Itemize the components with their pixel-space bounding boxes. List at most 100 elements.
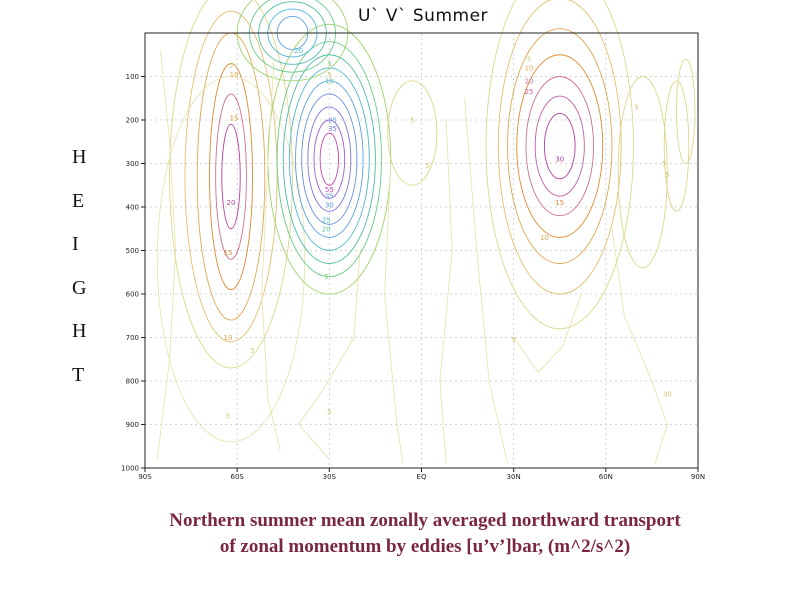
- contour-label: 10: [223, 334, 232, 342]
- contour-line: [525, 76, 594, 217]
- contour-label: 5: [410, 117, 414, 125]
- y-tick-label: 600: [126, 291, 139, 299]
- y-letter: T: [72, 364, 85, 386]
- contour-label: 10: [525, 64, 534, 72]
- y-tick-label: 500: [126, 247, 139, 255]
- contour-line: [313, 119, 346, 199]
- contour-label: 15: [555, 199, 564, 207]
- contour-label: 30: [555, 156, 564, 164]
- contour-line: [307, 106, 352, 212]
- contour-line: [288, 67, 370, 251]
- contour-line: [611, 228, 668, 464]
- contour-label: 5: [226, 412, 230, 420]
- contour-label: 30: [663, 391, 672, 399]
- y-tick-label: 800: [126, 378, 139, 386]
- contour-label: 5: [229, 62, 233, 70]
- y-letter: H: [72, 146, 87, 168]
- contour-line: [301, 93, 358, 225]
- contour-label: 10: [325, 77, 334, 85]
- contour-label: 25: [525, 88, 534, 96]
- contour-line: [295, 80, 364, 238]
- x-tick-label: 90S: [138, 473, 152, 481]
- contour-line: [497, 0, 622, 295]
- contour-line: [439, 119, 453, 464]
- grid-lines: [145, 33, 698, 468]
- contour-label: 5: [327, 60, 331, 68]
- x-tick-label: 30S: [323, 473, 337, 481]
- contour-line: [298, 250, 361, 460]
- contour-label: 5: [662, 160, 666, 168]
- contour-line: [387, 80, 438, 186]
- contour-line: [676, 58, 696, 164]
- contour-line: [543, 113, 576, 180]
- y-tick-label: 1000: [121, 465, 139, 473]
- y-letter: H: [72, 320, 87, 342]
- y-tick-label: 400: [126, 204, 139, 212]
- contour-lines: [156, 0, 696, 464]
- contour-plot: 90S 60S 30S EQ 30N 60N 90N 100 200 300 400 500 600 70…: [121, 0, 705, 481]
- contour-line: [156, 76, 306, 443]
- contour-line: [663, 80, 690, 212]
- contour-line: [156, 50, 177, 460]
- y-tick-label: 300: [126, 160, 139, 168]
- contour-line: [169, 0, 293, 369]
- contour-label: 20: [525, 77, 534, 85]
- contour-line: [384, 163, 404, 464]
- caption-line-2: of zonal momentum by eddies [u’v’]bar, (…: [219, 536, 631, 557]
- contour-line: [209, 63, 253, 291]
- contour-label: 5: [511, 336, 515, 344]
- figure-caption: Northern summer mean zonally averaged no…: [60, 508, 790, 560]
- contour-label: 10: [540, 234, 549, 242]
- contour-line: [513, 293, 582, 373]
- contour-label: 20: [227, 199, 236, 207]
- y-tick-label: 900: [126, 421, 139, 429]
- chart-title: U` V` Summer: [358, 6, 489, 26]
- contour-label: 5: [425, 162, 429, 170]
- contour-label: 5: [327, 408, 331, 416]
- contour-line: [215, 93, 247, 260]
- contour-label: 15: [223, 249, 232, 257]
- contour-line: [485, 0, 634, 330]
- x-tick-label: 60N: [599, 473, 613, 481]
- contour-label: 5: [665, 171, 669, 179]
- contour-line: [221, 123, 241, 230]
- y-letter: I: [72, 233, 79, 255]
- contour-line: [282, 54, 376, 264]
- contour-label: 35: [325, 193, 334, 201]
- contour-label: 10: [230, 71, 239, 79]
- caption-line-1: Northern summer mean zonally averaged no…: [169, 510, 681, 531]
- contour-line: [516, 54, 604, 238]
- contour-label: 35: [328, 125, 337, 133]
- contour-label: 55: [325, 186, 334, 194]
- contour-label: 20: [322, 225, 331, 233]
- contour-line: [249, 0, 336, 73]
- contour-label: 5: [327, 71, 331, 79]
- y-tick-label: 700: [126, 334, 139, 342]
- contour-label: 5: [250, 347, 254, 355]
- contour-label: 5: [324, 273, 328, 281]
- contour-label: 20: [294, 47, 303, 55]
- contour-line: [507, 28, 613, 265]
- contour-label: 25: [322, 217, 331, 225]
- contour-line: [464, 98, 508, 464]
- y-letter: G: [72, 277, 87, 299]
- axis-ticks: 90S 60S 30S EQ 30N 60N 90N 100 200 300 400 500 600 70…: [121, 73, 705, 481]
- contour-line: [261, 59, 281, 451]
- contour-line: [319, 132, 340, 186]
- contour-label: 5: [634, 103, 638, 111]
- contour-label: 5: [527, 56, 531, 64]
- contour-line: [617, 76, 668, 269]
- y-tick-label: 100: [126, 73, 139, 81]
- contour-label: 25: [328, 117, 337, 125]
- y-tick-label: 200: [126, 117, 139, 125]
- contour-line: [534, 95, 585, 197]
- x-tick-label: 90N: [691, 473, 705, 481]
- contour-label: 15: [230, 114, 239, 122]
- y-letter: E: [72, 190, 85, 212]
- x-tick-label: 30N: [507, 473, 521, 481]
- x-tick-label: EQ: [417, 473, 427, 481]
- contour-label: 30: [325, 201, 334, 209]
- contour-line: [184, 10, 278, 343]
- contour-line: [276, 41, 383, 278]
- x-tick-label: 60S: [230, 473, 244, 481]
